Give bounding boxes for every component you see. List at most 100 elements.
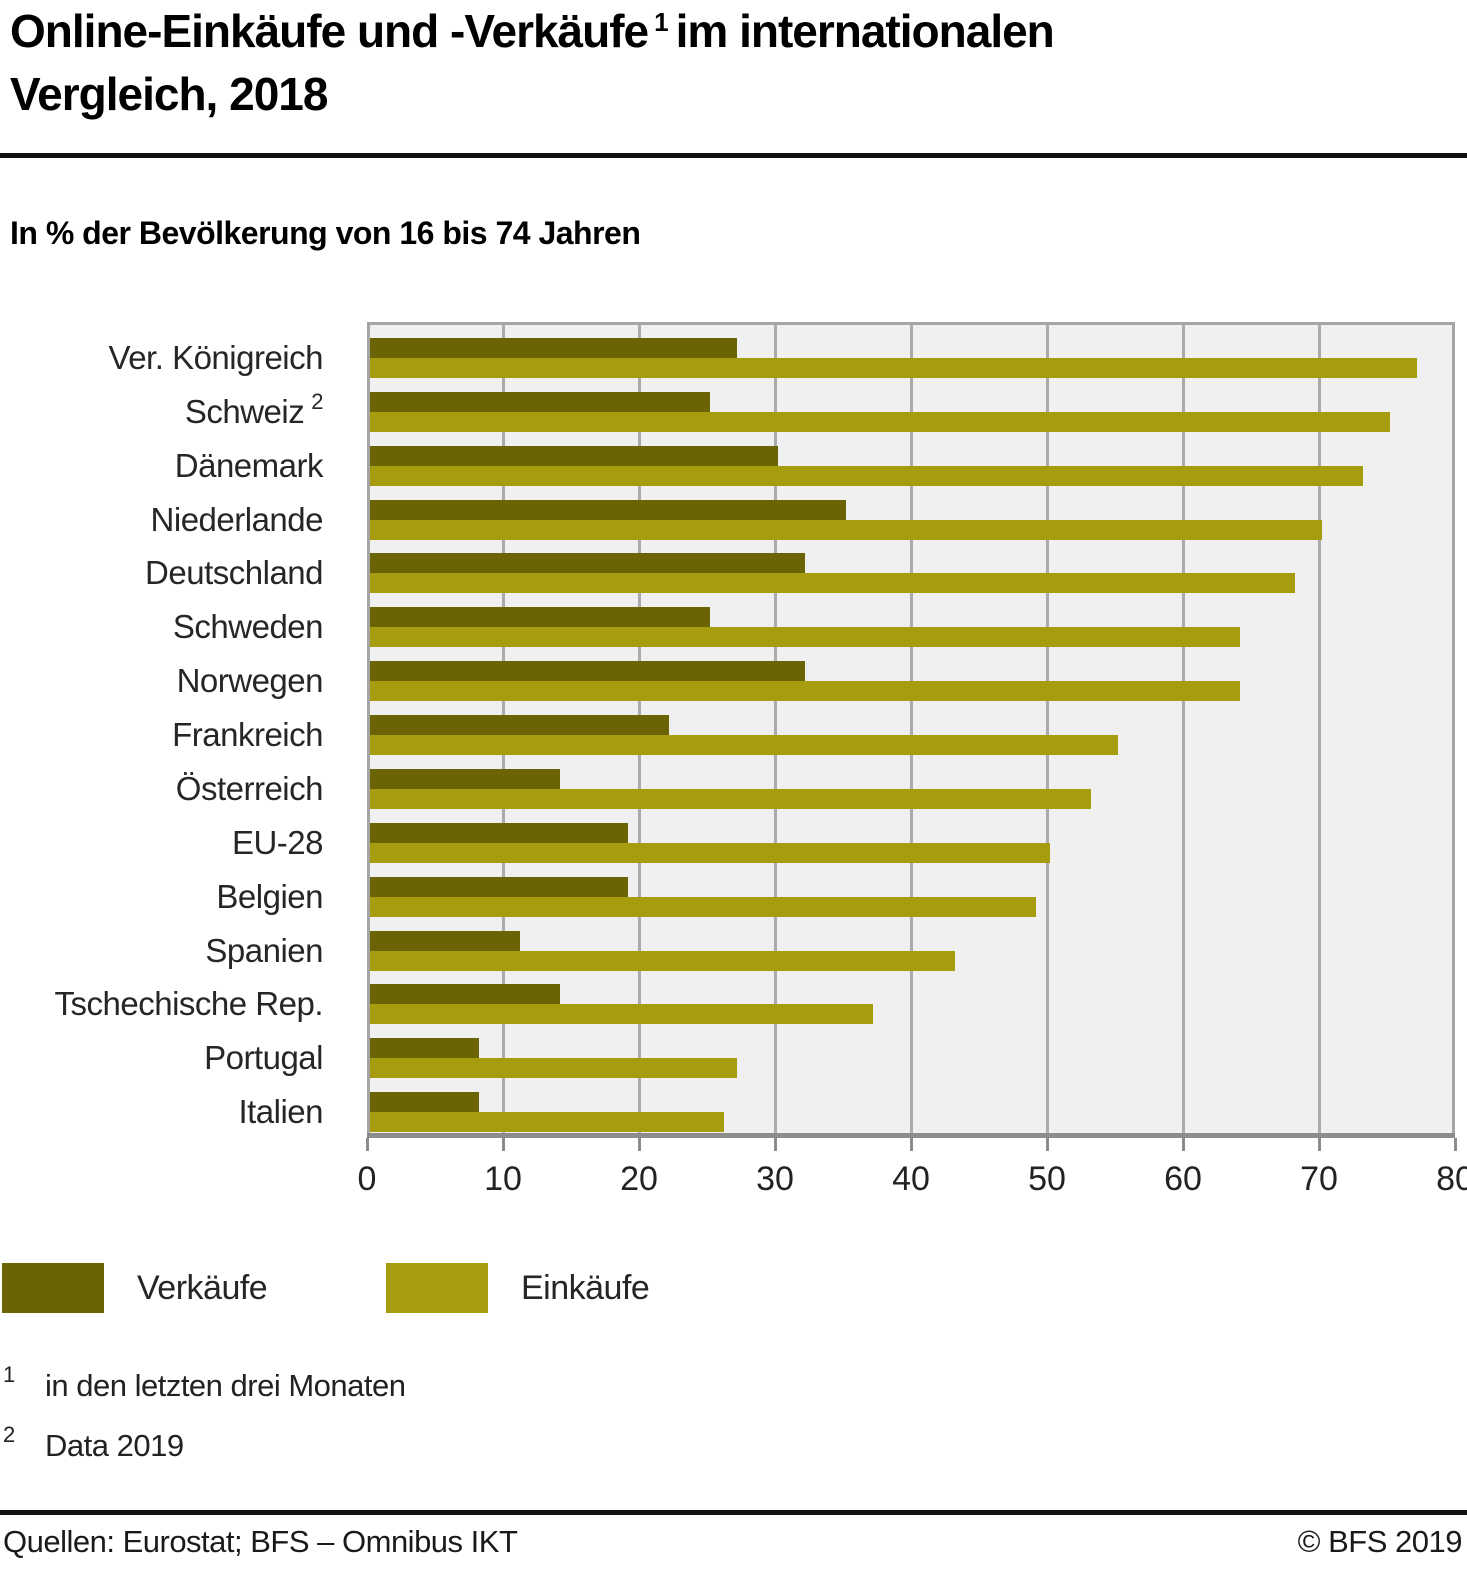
chart-row: Österreich xyxy=(0,756,1455,810)
x-tick-mark xyxy=(909,1138,913,1151)
chart-row: Belgien xyxy=(0,864,1455,918)
bar-einkaeufe xyxy=(370,1112,724,1133)
category-label: Frankreich xyxy=(0,715,323,755)
footnote: 2 Data 2019 xyxy=(0,1422,900,1472)
bar-verkaeufe xyxy=(370,499,846,520)
category-name: Norwegen xyxy=(176,662,324,700)
x-tick-mark xyxy=(1181,1138,1185,1151)
x-tick-label: 10 xyxy=(484,1160,522,1198)
gridline xyxy=(773,325,777,1133)
footer-source: Quellen: Eurostat; BFS – Omnibus IKT xyxy=(3,1524,518,1559)
bar-verkaeufe xyxy=(370,822,629,843)
title-footnote-marker: 1 xyxy=(654,7,669,37)
legend-label-einkaeufe: Einkäufe xyxy=(521,1268,650,1307)
category-name: Portugal xyxy=(204,1039,323,1077)
x-tick-label: 70 xyxy=(1300,1160,1338,1198)
footnote-marker: 2 xyxy=(3,1422,16,1447)
bar-verkaeufe xyxy=(370,338,738,358)
category-label: Deutschland xyxy=(0,553,323,593)
chart-row: Schweiz 2 xyxy=(0,379,1455,433)
category-label: Spanien xyxy=(0,931,323,971)
bar-einkaeufe xyxy=(370,465,1363,486)
category-name: Österreich xyxy=(175,769,324,807)
category-name: Schweden xyxy=(172,608,324,646)
x-tick-label: 0 xyxy=(357,1160,377,1198)
x-tick-mark xyxy=(637,1138,641,1151)
chart-subtitle: In % der Bevölkerung von 16 bis 74 Jahre… xyxy=(10,215,641,251)
category-name: Spanien xyxy=(205,931,323,969)
chart-rows: Ver. Königreich Schweiz 2 Dänemark Nieder… xyxy=(0,322,1455,1133)
x-tick-label: 40 xyxy=(892,1160,930,1198)
x-tick-mark xyxy=(1453,1138,1457,1151)
category-label: Dänemark xyxy=(0,446,324,486)
gridline xyxy=(1317,325,1321,1133)
x-tick-label: 20 xyxy=(620,1160,658,1198)
bar-verkaeufe xyxy=(370,984,561,1005)
chart-row: Niederlande xyxy=(0,487,1455,541)
chart-row: EU-28 xyxy=(0,810,1455,864)
x-tick-label: 50 xyxy=(1028,1160,1066,1198)
bar-verkaeufe xyxy=(370,930,520,951)
footer-divider-rule xyxy=(0,1510,1467,1515)
legend-swatch-einkaeufe xyxy=(386,1263,488,1313)
chart-row: Portugal xyxy=(0,1025,1455,1079)
bar-einkaeufe xyxy=(370,842,1050,863)
footnote: 1 in den letzten drei Monaten xyxy=(0,1362,900,1412)
category-name: Ver. Königreich xyxy=(108,339,324,376)
chart-row: Italien xyxy=(0,1079,1455,1133)
bar-einkaeufe xyxy=(370,411,1390,432)
x-tick-mark xyxy=(1317,1138,1321,1151)
bar-verkaeufe xyxy=(370,876,629,897)
bar-verkaeufe xyxy=(370,553,806,574)
title-text-3: Vergleich, 2018 xyxy=(10,68,328,121)
title-text-1: Online-Einkäufe und -Verkäufe xyxy=(10,5,649,57)
category-label: EU-28 xyxy=(0,823,324,863)
x-tick-label: 60 xyxy=(1164,1160,1202,1198)
legend-label-verkaeufe: Verkäufe xyxy=(137,1268,268,1307)
category-label: Norwegen xyxy=(0,661,324,701)
x-tick-mark xyxy=(773,1138,777,1151)
category-name: Belgien xyxy=(216,877,323,915)
bar-chart: Ver. Königreich Schweiz 2 Dänemark Nieder… xyxy=(0,322,1467,1212)
category-footnote-marker: 2 xyxy=(311,388,323,414)
bar-einkaeufe xyxy=(370,681,1241,702)
x-tick-mark xyxy=(1045,1138,1049,1151)
bar-verkaeufe xyxy=(370,391,710,412)
bar-verkaeufe xyxy=(370,445,778,466)
category-name: Italien xyxy=(238,1093,323,1131)
x-axis-line xyxy=(367,1133,1455,1138)
x-tick-label: 30 xyxy=(756,1160,794,1198)
bar-einkaeufe xyxy=(370,788,1091,809)
chart-row: Frankreich xyxy=(0,702,1455,756)
bar-verkaeufe xyxy=(370,1092,479,1113)
bar-verkaeufe xyxy=(370,1038,479,1059)
footnote-marker: 1 xyxy=(3,1362,16,1387)
category-label: Ver. Königreich xyxy=(0,338,324,378)
category-name: Schweiz xyxy=(184,392,305,430)
category-label: Portugal xyxy=(0,1038,323,1078)
category-label: Niederlande xyxy=(0,500,324,540)
chart-row: Deutschland xyxy=(0,540,1455,594)
gridline xyxy=(909,325,913,1133)
chart-row: Norwegen xyxy=(0,648,1455,702)
category-name: Tschechische Rep. xyxy=(54,985,324,1023)
bar-einkaeufe xyxy=(370,896,1037,917)
bar-verkaeufe xyxy=(370,661,806,682)
footnote-text: in den letzten drei Monaten xyxy=(45,1368,406,1403)
chart-row: Schweden xyxy=(0,594,1455,648)
footnote-text: Data 2019 xyxy=(45,1428,184,1463)
bar-verkaeufe xyxy=(370,715,670,736)
category-label: Österreich xyxy=(0,769,324,809)
bar-einkaeufe xyxy=(370,735,1118,756)
chart-row: Dänemark xyxy=(0,433,1455,487)
bar-einkaeufe xyxy=(370,627,1241,648)
category-label: Schweiz 2 xyxy=(0,388,324,432)
category-name: EU-28 xyxy=(231,823,324,861)
x-tick-mark xyxy=(365,1138,369,1151)
bar-einkaeufe xyxy=(370,358,1418,378)
bar-einkaeufe xyxy=(370,1058,738,1079)
x-tick-mark xyxy=(501,1138,505,1151)
category-name: Niederlande xyxy=(150,500,324,538)
chart-legend: Verkäufe Einkäufe xyxy=(0,1263,1467,1315)
